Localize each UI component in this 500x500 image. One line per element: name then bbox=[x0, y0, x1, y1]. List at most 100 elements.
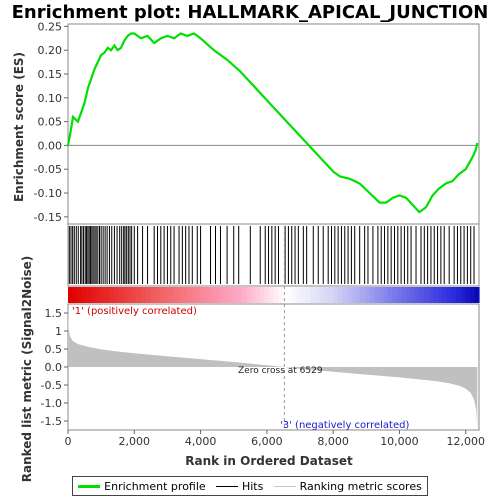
metric-y-axis: 1.5 1 0.5 0.0 -0.5 -1.0 -1.5 bbox=[41, 307, 68, 428]
rank-color-segment bbox=[191, 287, 197, 303]
legend-item-ranking: Ranking metric scores bbox=[273, 480, 422, 493]
es-y-tick-label: -0.05 bbox=[34, 163, 62, 176]
rank-color-segment bbox=[182, 287, 188, 303]
rank-color-bar bbox=[68, 287, 480, 303]
enrichment-profile-line bbox=[66, 32, 479, 214]
metric-y-tick-label: 0.0 bbox=[45, 361, 63, 374]
rank-color-segment bbox=[387, 287, 393, 303]
rank-color-segment bbox=[424, 287, 430, 303]
green-line-icon bbox=[78, 484, 101, 488]
rank-color-segment bbox=[323, 287, 329, 303]
metric-y-tick-label: 1.5 bbox=[45, 307, 63, 320]
rank-color-segment bbox=[337, 287, 343, 303]
rank-color-segment bbox=[72, 287, 78, 303]
rank-color-segment bbox=[278, 287, 284, 303]
rank-color-segment bbox=[99, 287, 106, 303]
rank-color-segment bbox=[173, 287, 179, 303]
x-tick-label: 4,000 bbox=[185, 435, 217, 448]
rank-color-segment bbox=[447, 287, 453, 303]
x-tick-label: 0 bbox=[65, 435, 72, 448]
rank-color-segment bbox=[177, 287, 183, 303]
legend: Enrichment profile Hits Ranking metric s… bbox=[72, 476, 428, 496]
rank-color-segment bbox=[415, 287, 421, 303]
rank-color-segment bbox=[300, 287, 307, 303]
rank-color-segment bbox=[141, 287, 147, 303]
rank-color-segment bbox=[150, 287, 156, 303]
es-y-axis: 0.25 0.20 0.15 0.10 0.05 0.00 -0.05 -0.10 -0.15 bbox=[34, 20, 68, 224]
es-y-tick-label: 0.10 bbox=[38, 92, 63, 105]
ranking-metric-area bbox=[68, 307, 478, 429]
rank-color-segment bbox=[378, 287, 384, 303]
rank-color-segment bbox=[332, 287, 339, 303]
zero-cross-label: Zero cross at 6529 bbox=[238, 366, 323, 376]
rank-color-segment bbox=[241, 287, 247, 303]
hits-frame bbox=[67, 223, 480, 287]
rank-color-segment bbox=[163, 287, 170, 303]
metric-y-tick-label: -0.5 bbox=[41, 379, 62, 392]
rank-color-segment bbox=[154, 287, 160, 303]
rank-color-segment bbox=[268, 287, 275, 303]
gray-line-icon bbox=[273, 485, 296, 487]
es-y-tick-label: 0.00 bbox=[38, 139, 63, 152]
rank-color-segment bbox=[127, 287, 133, 303]
rank-color-segment bbox=[214, 287, 220, 303]
rank-color-segment bbox=[287, 287, 293, 303]
rank-color-segment bbox=[465, 287, 471, 303]
rank-color-segment bbox=[223, 287, 229, 303]
rank-color-segment bbox=[282, 287, 288, 303]
rank-color-segment bbox=[159, 287, 165, 303]
x-tick-label: 6,000 bbox=[251, 435, 283, 448]
metric-x-axis: 0 2,000 4,000 6,000 8,000 10,000 12,000 bbox=[65, 430, 485, 448]
es-y-tick-label: 0.05 bbox=[38, 116, 63, 129]
rank-color-segment bbox=[122, 287, 128, 303]
rank-color-segment bbox=[273, 287, 279, 303]
rank-color-segment bbox=[419, 287, 425, 303]
rank-color-segment bbox=[81, 287, 87, 303]
rank-color-segment bbox=[392, 287, 398, 303]
rank-color-segment bbox=[227, 287, 233, 303]
rank-color-segment bbox=[383, 287, 389, 303]
rank-color-segment bbox=[236, 287, 243, 303]
rank-color-segment bbox=[95, 287, 101, 303]
rank-color-segment bbox=[428, 287, 434, 303]
x-tick-label: 2,000 bbox=[119, 435, 151, 448]
rank-color-segment bbox=[232, 287, 238, 303]
rank-color-segment bbox=[68, 287, 74, 303]
es-y-tick-label: 0.15 bbox=[38, 68, 63, 81]
metric-x-label: Rank in Ordered Dataset bbox=[185, 454, 353, 468]
rank-color-segment bbox=[136, 287, 142, 303]
enrichment-panel: 0.250.200.150.100.050.00-0.05-0.10-0.15 … bbox=[12, 20, 480, 225]
rank-color-segment bbox=[209, 287, 215, 303]
chart-title: Enrichment plot: HALLMARK_APICAL_JUNCTIO… bbox=[12, 2, 489, 23]
x-tick-label: 10,000 bbox=[380, 435, 419, 448]
rank-color-segment bbox=[250, 287, 256, 303]
rank-color-segment bbox=[328, 287, 334, 303]
es-y-tick-label: -0.15 bbox=[34, 211, 62, 224]
es-y-tick-label: -0.10 bbox=[34, 187, 62, 200]
rank-color-segment bbox=[205, 287, 211, 303]
rank-color-segment bbox=[437, 287, 444, 303]
es-y-label: Enrichment score (ES) bbox=[12, 52, 26, 202]
rank-color-segment bbox=[255, 287, 261, 303]
rank-color-segment bbox=[305, 287, 311, 303]
rank-color-segment bbox=[460, 287, 466, 303]
rank-color-segment bbox=[442, 287, 448, 303]
rank-color-segment bbox=[405, 287, 412, 303]
legend-label-enrichment: Enrichment profile bbox=[104, 479, 206, 493]
rank-color-segment bbox=[259, 287, 265, 303]
rank-color-segment bbox=[86, 287, 92, 303]
hits-panel bbox=[67, 223, 480, 287]
rank-color-segment bbox=[319, 287, 325, 303]
rank-color-segment bbox=[346, 287, 352, 303]
rank-color-segment bbox=[401, 287, 407, 303]
negative-correlation-label: '3' (negatively correlated) bbox=[280, 420, 409, 431]
rank-color-segment bbox=[373, 287, 380, 303]
metric-y-tick-label: -1.0 bbox=[41, 397, 62, 410]
rank-color-segment bbox=[433, 287, 439, 303]
rank-color-segment bbox=[369, 287, 375, 303]
rank-color-segment bbox=[364, 287, 370, 303]
metric-panel: 1.5 1 0.5 0.0 -0.5 -1.0 -1.5 0 2,000 4,000 6,000 8… bbox=[20, 226, 485, 482]
metric-y-tick-label: 1 bbox=[55, 325, 62, 338]
legend-label-hits: Hits bbox=[241, 479, 264, 493]
